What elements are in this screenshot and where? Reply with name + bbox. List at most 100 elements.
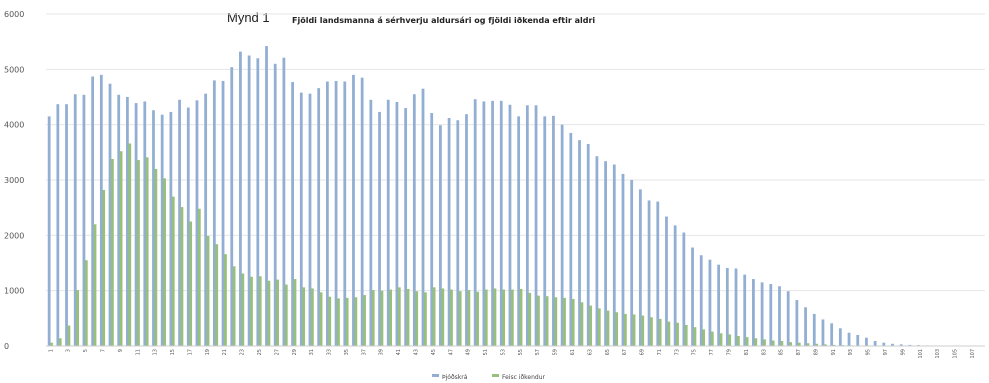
bar-thjodskra xyxy=(325,81,329,346)
bar-thjodskra xyxy=(752,279,755,346)
bar-thjodskra xyxy=(847,332,851,346)
bar-thjodskra xyxy=(508,104,512,346)
bar-thjodskra xyxy=(230,67,234,347)
bars xyxy=(47,46,981,347)
bar-thjodskra xyxy=(212,80,216,347)
x-tick-label: 67 xyxy=(622,349,628,355)
bar-thjodskra xyxy=(82,94,86,346)
x-tick-label: 19 xyxy=(205,349,211,355)
y-tick-label: 2000 xyxy=(4,231,24,240)
legend: Þjóðskrá Feisc iðkendur xyxy=(432,374,546,381)
bar-idkendur xyxy=(267,280,271,346)
x-tick-label: 85 xyxy=(779,349,785,355)
bar-idkendur xyxy=(554,297,558,346)
x-tick-label: 87 xyxy=(796,349,802,355)
bar-idkendur xyxy=(719,333,723,346)
x-tick-label: 7 xyxy=(101,349,107,352)
bar-thjodskra xyxy=(256,58,260,347)
x-tick-label: 23 xyxy=(240,349,246,355)
x-tick-label: 103 xyxy=(935,349,941,359)
bar-thjodskra xyxy=(778,286,781,346)
x-tick-label: 59 xyxy=(553,349,559,355)
bar-idkendur xyxy=(345,297,349,346)
x-tick-label: 39 xyxy=(379,349,385,355)
x-tick-label: 79 xyxy=(727,349,733,355)
x-tick-label: 35 xyxy=(344,349,350,355)
x-tick-label: 93 xyxy=(848,349,854,355)
bar-thjodskra xyxy=(621,173,625,346)
y-tick-label: 5000 xyxy=(4,65,24,74)
bar-idkendur xyxy=(189,221,193,346)
bar-thjodskra xyxy=(265,46,268,347)
bar-thjodskra xyxy=(386,99,390,347)
bar-thjodskra xyxy=(630,180,634,346)
bar-idkendur xyxy=(493,288,497,346)
bar-thjodskra xyxy=(378,111,381,346)
bar-idkendur xyxy=(737,336,740,346)
bar-thjodskra xyxy=(612,164,616,346)
bar-idkendur xyxy=(563,297,566,346)
bar-idkendur xyxy=(650,317,653,346)
x-tick-label: 75 xyxy=(692,349,698,355)
bar-idkendur xyxy=(163,178,166,346)
bar-idkendur xyxy=(528,292,532,346)
x-tick-label: 45 xyxy=(431,349,437,355)
bar-idkendur xyxy=(84,260,88,346)
bar-idkendur xyxy=(484,289,488,346)
bar-thjodskra xyxy=(534,105,538,346)
x-tick-label: 83 xyxy=(761,349,767,355)
bar-idkendur xyxy=(441,288,445,346)
bar-idkendur xyxy=(745,337,749,346)
bar-idkendur xyxy=(354,297,358,346)
bar-idkendur xyxy=(789,342,792,346)
bar-idkendur xyxy=(424,292,427,346)
bar-thjodskra xyxy=(178,99,181,347)
bar-thjodskra xyxy=(91,76,95,346)
bar-idkendur xyxy=(145,157,149,346)
bar-thjodskra xyxy=(395,101,399,346)
x-tick-label: 5 xyxy=(83,349,89,352)
bar-thjodskra xyxy=(891,343,894,346)
bar-idkendur xyxy=(676,322,679,346)
bar-idkendur xyxy=(458,291,462,346)
bar-thjodskra xyxy=(882,342,886,346)
bar-idkendur xyxy=(67,325,71,346)
bar-thjodskra xyxy=(369,99,373,347)
x-tick-label: 25 xyxy=(257,349,263,355)
y-tick-label: 3000 xyxy=(4,176,24,185)
x-tick-label: 37 xyxy=(361,349,367,355)
bar-idkendur xyxy=(832,344,836,346)
x-tick-label: 73 xyxy=(674,349,680,355)
bar-idkendur xyxy=(102,189,106,346)
bar-idkendur xyxy=(597,308,601,346)
bar-idkendur xyxy=(780,341,784,346)
bar-idkendur xyxy=(763,339,766,346)
bar-thjodskra xyxy=(134,103,138,346)
bar-thjodskra xyxy=(421,88,425,346)
x-tick-label: 99 xyxy=(900,349,906,355)
y-tick-label: 0 xyxy=(4,342,9,351)
bar-idkendur xyxy=(606,310,610,346)
bar-thjodskra xyxy=(725,267,729,346)
bar-idkendur xyxy=(380,290,384,346)
bar-idkendur xyxy=(815,343,819,346)
bar-idkendur xyxy=(197,208,201,346)
y-tick-label: 6000 xyxy=(4,10,24,19)
x-axis: 1 3 5 7 9 11 13 15 17 19 21 23 25 27 29 31 33 35 37 39 41 43 4… xyxy=(46,345,985,359)
bar-idkendur xyxy=(806,343,810,346)
bar-idkendur xyxy=(137,160,140,346)
bar-thjodskra xyxy=(99,74,103,347)
x-tick-label: 77 xyxy=(709,349,715,355)
bar-thjodskra xyxy=(899,344,903,346)
bar-idkendur xyxy=(215,244,219,346)
x-tick-label: 47 xyxy=(448,349,454,355)
bar-thjodskra xyxy=(108,83,112,346)
x-tick-label: 15 xyxy=(170,349,176,355)
bar-thjodskra xyxy=(795,300,799,346)
bar-thjodskra xyxy=(239,51,242,346)
x-tick-label: 1 xyxy=(48,349,54,352)
bar-idkendur xyxy=(284,284,288,346)
bar-thjodskra xyxy=(873,341,877,346)
bar-thjodskra xyxy=(117,94,121,346)
bar-thjodskra xyxy=(317,88,321,347)
